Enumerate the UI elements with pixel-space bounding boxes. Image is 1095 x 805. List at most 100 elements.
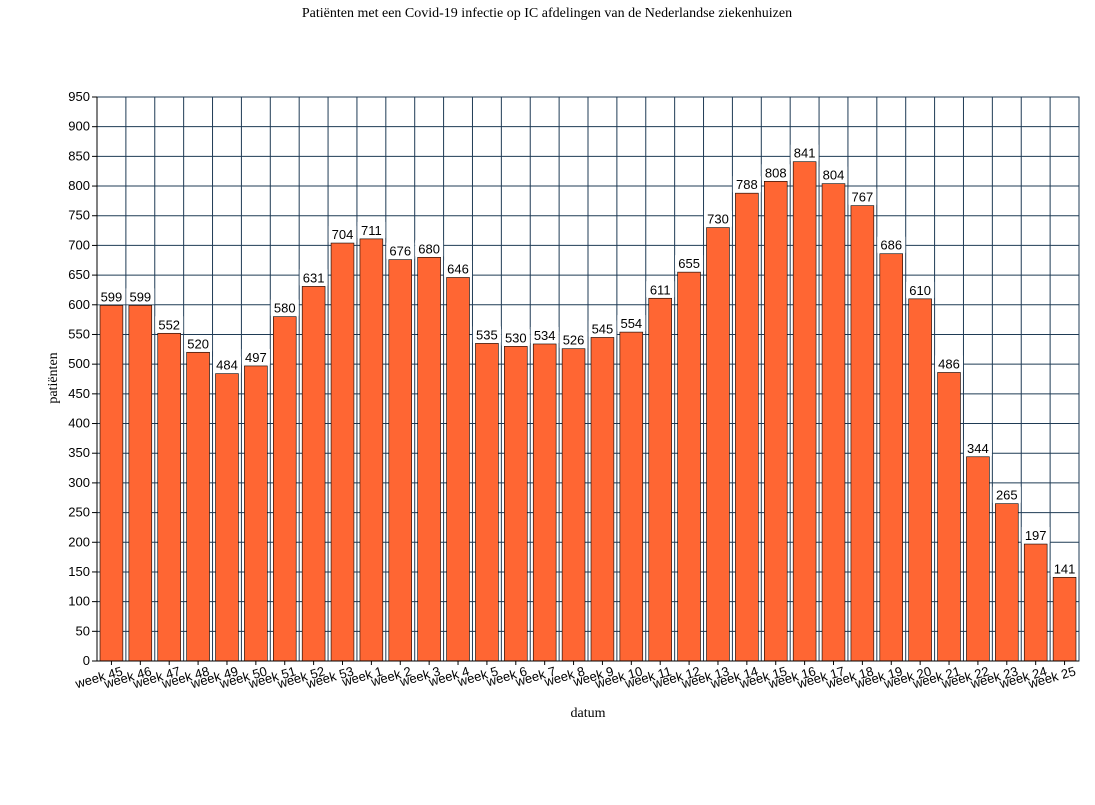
data-label: 344 xyxy=(967,441,989,456)
bar xyxy=(532,343,557,662)
data-label: 530 xyxy=(505,330,527,345)
y-tick-label: 850 xyxy=(68,148,90,163)
bar xyxy=(186,351,210,662)
data-label: 599 xyxy=(101,289,123,304)
data-label-bg xyxy=(357,221,386,238)
y-tick-label: 900 xyxy=(68,119,90,134)
data-label: 841 xyxy=(794,146,816,161)
bar xyxy=(157,332,181,662)
data-label-bg xyxy=(155,316,184,333)
data-label: 788 xyxy=(736,177,758,192)
data-label-bg xyxy=(761,164,790,181)
bar xyxy=(1023,543,1048,662)
data-label: 520 xyxy=(187,336,209,351)
y-tick-label: 100 xyxy=(68,594,90,609)
data-label: 711 xyxy=(361,223,382,238)
bar xyxy=(417,256,441,662)
bar xyxy=(244,365,268,662)
chart-title: Patiënten met een Covid-19 infectie op I… xyxy=(302,6,792,21)
y-axis-ticks: 0 50 100 150 200 250 300 350 400 450 500 550 600 650 7… xyxy=(68,89,98,668)
bar xyxy=(821,183,846,662)
y-tick-label: 550 xyxy=(68,326,90,341)
data-label: 265 xyxy=(996,488,1018,503)
data-label-bg xyxy=(963,439,992,456)
data-label: 655 xyxy=(678,256,700,271)
bar xyxy=(504,346,528,662)
data-labels: 599 599 552 520 484 497 580 631 704 711 676 680 646 5… xyxy=(97,144,1079,577)
y-tick-label: 250 xyxy=(68,505,90,520)
bar xyxy=(301,286,326,662)
bar xyxy=(590,337,615,662)
data-label: 552 xyxy=(158,317,180,332)
bar xyxy=(272,316,297,662)
bar xyxy=(388,259,413,662)
data-label-bg xyxy=(906,281,935,298)
bar xyxy=(908,298,932,662)
bar xyxy=(850,205,875,662)
data-label: 704 xyxy=(332,227,354,242)
data-label-bg xyxy=(530,326,559,343)
bar xyxy=(619,331,644,662)
y-tick-label: 300 xyxy=(68,475,90,490)
data-label: 808 xyxy=(765,165,787,180)
data-label: 611 xyxy=(650,282,671,297)
data-label-bg xyxy=(848,188,877,205)
y-tick-label: 200 xyxy=(68,534,90,549)
data-label-bg xyxy=(212,356,241,373)
data-label: 526 xyxy=(563,333,585,348)
bar xyxy=(763,181,788,662)
data-label-bg xyxy=(415,240,444,257)
bar xyxy=(995,503,1019,662)
bar xyxy=(215,373,239,662)
y-tick-label: 700 xyxy=(68,237,90,252)
y-tick-label: 750 xyxy=(68,208,90,223)
data-label: 730 xyxy=(707,212,729,227)
bar xyxy=(475,343,499,662)
y-axis-label: patiënten xyxy=(46,352,61,403)
y-tick-label: 650 xyxy=(68,267,90,282)
y-tick-label: 950 xyxy=(68,89,90,104)
data-label-bg xyxy=(299,269,328,286)
data-label-bg xyxy=(184,335,213,352)
bar xyxy=(879,253,904,662)
data-label: 631 xyxy=(303,270,325,285)
bar xyxy=(677,271,701,662)
y-tick-label: 450 xyxy=(68,386,90,401)
bar xyxy=(648,297,672,662)
data-label-bg xyxy=(935,355,964,372)
data-label: 486 xyxy=(938,356,960,371)
data-label: 534 xyxy=(534,328,556,343)
bars xyxy=(99,161,1077,662)
bar xyxy=(99,305,124,662)
x-axis-label: datum xyxy=(571,706,606,721)
y-tick-label: 500 xyxy=(68,356,90,371)
bar xyxy=(792,161,817,662)
data-label: 686 xyxy=(880,238,902,253)
y-tick-label: 350 xyxy=(68,445,90,460)
data-label: 554 xyxy=(620,316,642,331)
data-label-bg xyxy=(1050,560,1079,577)
bar xyxy=(735,192,759,662)
data-label-bg xyxy=(992,486,1021,503)
data-label: 484 xyxy=(216,358,238,373)
data-label-bg xyxy=(501,329,530,346)
y-tick-label: 150 xyxy=(68,564,90,579)
data-label: 767 xyxy=(852,190,874,205)
data-label: 646 xyxy=(447,261,469,276)
data-label-bg xyxy=(270,299,299,316)
data-label-bg xyxy=(386,242,415,259)
data-label-bg xyxy=(588,320,617,337)
bar xyxy=(128,305,153,662)
data-label-bg xyxy=(1021,527,1050,544)
data-label-bg xyxy=(877,236,906,253)
data-label: 599 xyxy=(129,289,151,304)
y-tick-label: 600 xyxy=(68,297,90,312)
data-label: 535 xyxy=(476,327,498,342)
data-label: 545 xyxy=(592,321,614,336)
data-label-bg xyxy=(703,210,732,227)
bar xyxy=(330,242,355,662)
data-label-bg xyxy=(819,166,848,183)
data-label-bg xyxy=(617,315,646,332)
